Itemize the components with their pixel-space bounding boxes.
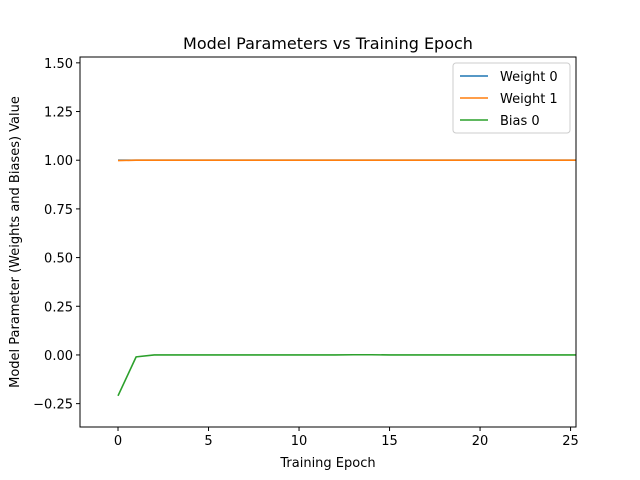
y-tick-label: 1.25 [44, 106, 73, 121]
x-tick-label: 20 [472, 434, 489, 449]
axes-frame [79, 56, 577, 428]
y-axis-ticks: −0.25 0.00 0.25 0.50 0.75 1.00 1.25 1.50 [33, 57, 80, 413]
y-tick-label: 0.50 [44, 252, 73, 267]
y-tick-label: 0.00 [44, 349, 73, 364]
legend: Weight 0 Weight 1 Bias 0 [452, 62, 571, 134]
legend-entry-label: Bias 0 [500, 114, 540, 129]
legend-entry-label: Weight 0 [500, 70, 558, 85]
y-axis-label: Model Parameter (Weights and Biases) Val… [8, 96, 23, 388]
legend-box [452, 62, 571, 134]
y-tick-label: 1.50 [44, 57, 73, 72]
series-line-bias-0 [117, 353, 576, 397]
x-tick-label: 10 [291, 434, 308, 449]
y-tick-label: 1.00 [44, 154, 73, 169]
plot-area [79, 56, 577, 428]
y-tick-label: 0.75 [44, 203, 73, 218]
x-axis-ticks: 0 5 10 15 20 25 [114, 427, 579, 449]
chart-title: Model Parameters vs Training Epoch [183, 34, 473, 53]
series-lines [117, 159, 576, 397]
x-tick-label: 5 [204, 434, 212, 449]
x-tick-label: 15 [381, 434, 398, 449]
y-tick-label: −0.25 [33, 398, 73, 413]
x-tick-label: 25 [562, 434, 579, 449]
x-axis-label: Training Epoch [279, 456, 375, 471]
x-tick-label: 0 [114, 434, 122, 449]
y-tick-label: 0.25 [44, 300, 73, 315]
legend-entry-label: Weight 1 [500, 92, 558, 107]
